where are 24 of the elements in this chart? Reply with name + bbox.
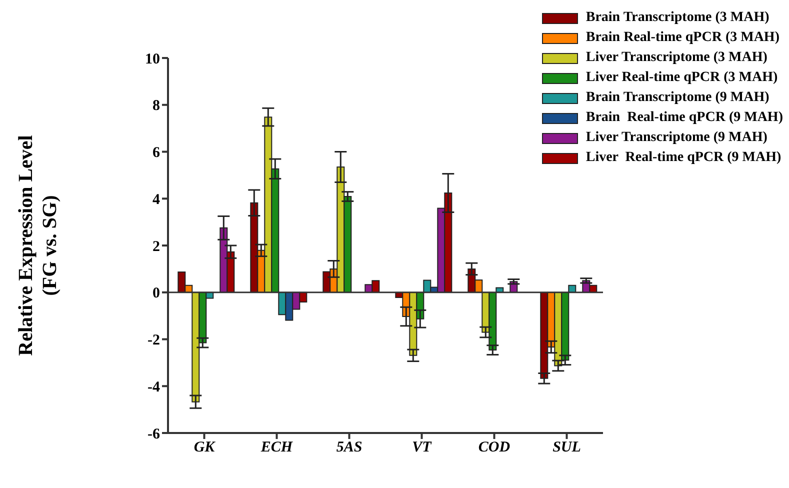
x-tick-label: VT (412, 440, 432, 456)
legend-label: Liver Transcriptome (3 MAH) (586, 50, 768, 66)
legend-label: Liver Real-time qPCR (9 MAH) (586, 150, 782, 166)
y-tick-label: 4 (152, 192, 160, 208)
x-tick-label: ECH (260, 440, 294, 456)
legend-label: Liver Real-time qPCR (3 MAH) (586, 70, 778, 86)
legend-label: Brain Transcriptome (3 MAH) (586, 10, 770, 26)
x-tick-label: COD (478, 440, 510, 456)
y-tick-label: 6 (152, 145, 160, 162)
legend-label: Brain Transcriptome (9 MAH) (586, 90, 770, 106)
y-tick-label: 10 (145, 51, 160, 68)
legend-label: Brain Real-time qPCR (9 MAH) (586, 110, 783, 126)
x-tick-label: SUL (552, 440, 581, 456)
x-tick-label: GK (194, 440, 216, 456)
y-tick-label: -4 (148, 379, 160, 396)
y-tick-label: 0 (152, 286, 160, 302)
legend-label: Liver Transcriptome (9 MAH) (586, 130, 768, 146)
y-tick-label: -2 (148, 332, 160, 349)
y-axis-title: Relative Expression Level (FG vs. SG) (15, 134, 61, 356)
x-tick-label: 5AS (336, 440, 362, 456)
y-tick-label: 2 (152, 238, 160, 255)
y-tick-label: -6 (148, 426, 160, 442)
y-tick-label: 8 (152, 98, 160, 114)
legend-label: Brain Real-time qPCR (3 MAH) (586, 30, 780, 46)
